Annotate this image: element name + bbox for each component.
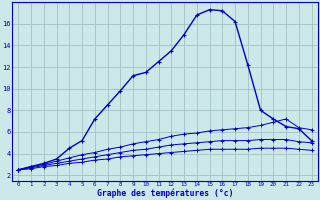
X-axis label: Graphe des températures (°c): Graphe des températures (°c): [97, 188, 233, 198]
